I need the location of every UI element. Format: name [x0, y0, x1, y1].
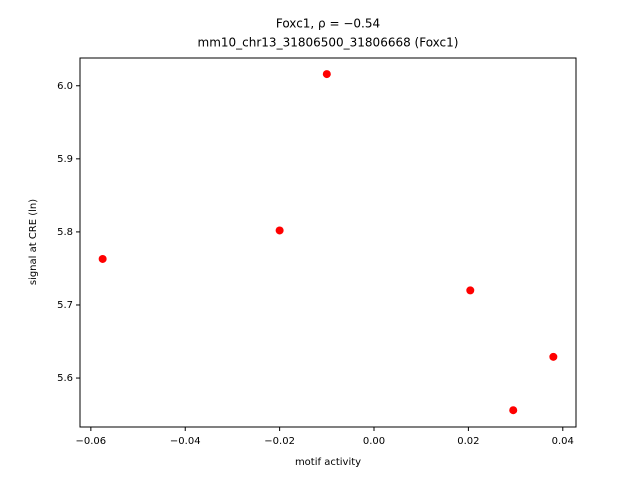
- x-axis-label: motif activity: [295, 457, 361, 468]
- y-tick-label: 5.8: [57, 227, 73, 238]
- point: [98, 254, 107, 263]
- point: [466, 286, 475, 295]
- y-tick-label: 5.6: [57, 373, 73, 384]
- x-tick-label: −0.06: [76, 436, 107, 447]
- chart-title: Foxc1, ρ = −0.54: [276, 17, 380, 31]
- point: [322, 70, 331, 79]
- x-tick-label: −0.02: [264, 436, 295, 447]
- plot-frame: [79, 57, 577, 428]
- y-tick-label: 6.0: [57, 81, 73, 92]
- point: [275, 226, 284, 235]
- point: [509, 406, 518, 415]
- x-tick-label: −0.04: [170, 436, 201, 447]
- x-tick-label: 0.00: [363, 436, 385, 447]
- chart-subtitle: mm10_chr13_31806500_31806668 (Foxc1): [198, 36, 459, 50]
- x-tick-label: 0.04: [552, 436, 574, 447]
- y-axis-label: signal at CRE (ln): [28, 199, 39, 285]
- x-tick-label: 0.02: [457, 436, 479, 447]
- y-tick-label: 5.7: [57, 300, 73, 311]
- y-tick-label: 5.9: [57, 154, 73, 165]
- point: [549, 352, 558, 361]
